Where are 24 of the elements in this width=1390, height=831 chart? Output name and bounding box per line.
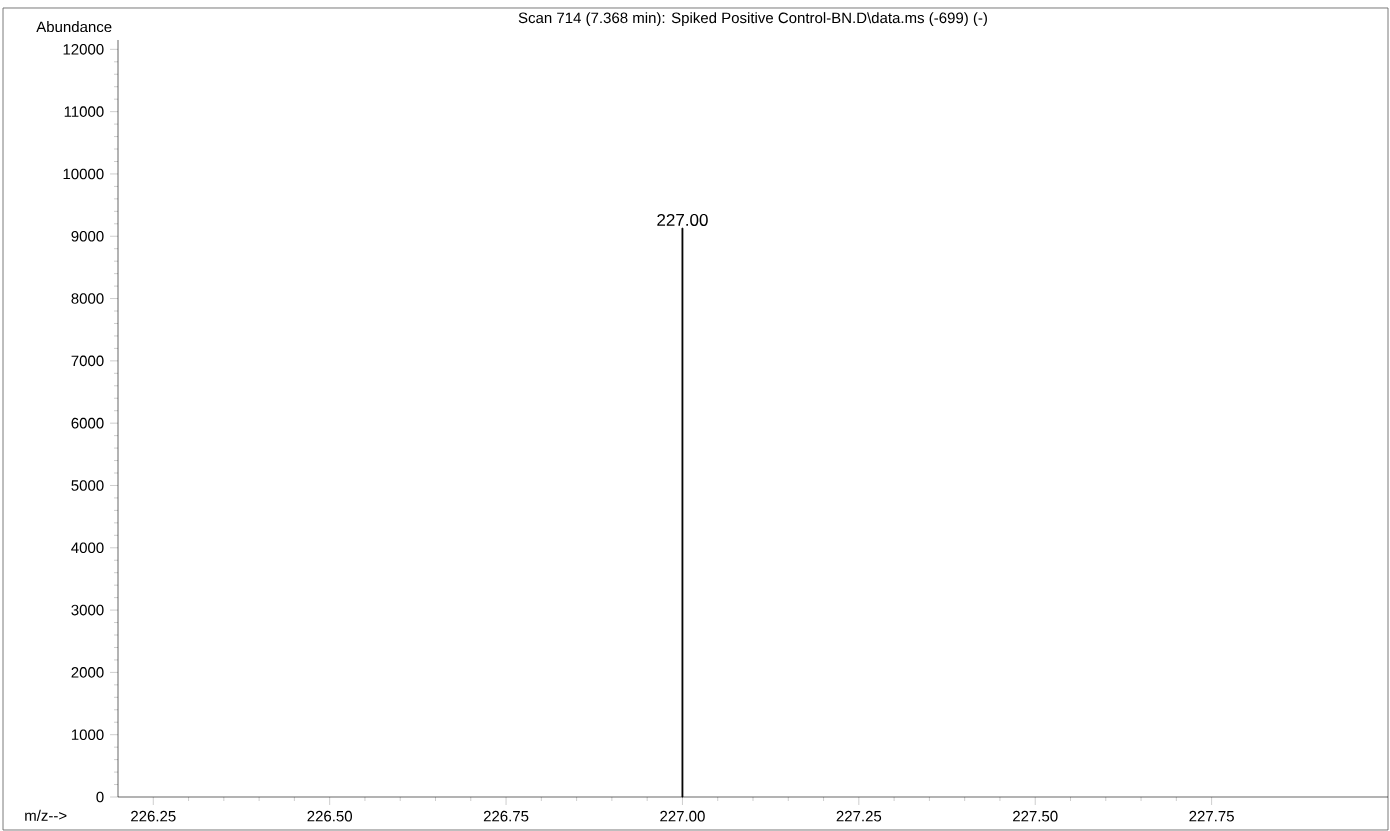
x-axis-title: m/z--> — [25, 809, 67, 821]
x-tick-label: 226.25 — [131, 810, 176, 822]
y-tick-label: 10000 — [63, 168, 104, 180]
y-axis-title: Abundance — [36, 21, 112, 33]
y-tick-label: 7000 — [71, 355, 104, 367]
x-tick-label: 226.75 — [483, 810, 529, 822]
y-tick-label: 4000 — [71, 542, 104, 554]
y-tick-label: 11000 — [64, 106, 104, 117]
y-tick-label: 3000 — [71, 604, 104, 616]
y-tick-label: 6000 — [71, 417, 104, 429]
y-tick-label: 8000 — [71, 293, 104, 304]
y-tick-label: 9000 — [71, 230, 104, 242]
chart-title: Scan 714 (7.368 min): Spiked Positive Control-BN.D\data.ms (-699) (-) — [518, 12, 987, 27]
y-tick-label: 2000 — [71, 667, 104, 678]
x-tick-label: 227.00 — [660, 810, 705, 822]
x-tick-label: 227.50 — [1013, 810, 1058, 822]
x-tick-label: 227.75 — [1189, 810, 1234, 822]
x-tick-label: 227.25 — [836, 810, 882, 822]
x-tick-label: 226.50 — [307, 810, 353, 822]
y-tick-label: 1000 — [71, 729, 104, 740]
annotation: 227.00 — [657, 213, 708, 226]
y-tick-label: 0 — [96, 791, 104, 803]
y-tick-label: 12000 — [63, 44, 104, 55]
y-tick-label: 5000 — [71, 480, 104, 491]
